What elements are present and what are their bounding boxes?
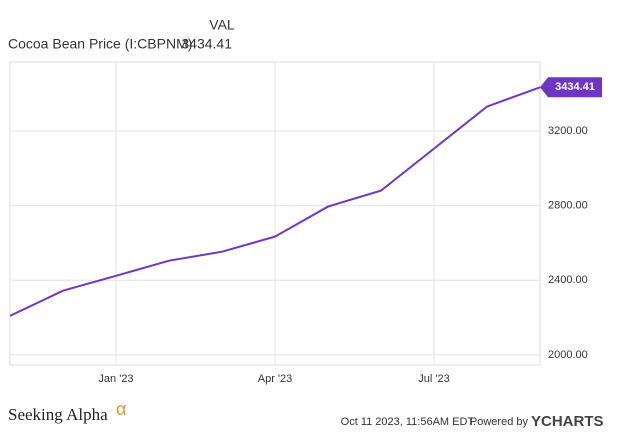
x-tick-label: Jan '23 xyxy=(98,373,133,385)
x-tick-label: Jul '23 xyxy=(418,373,449,385)
timestamp: Oct 11 2023, 11:56AM EDT. xyxy=(341,416,476,428)
series-last-value: 3434.41 xyxy=(181,36,232,52)
series-name: Cocoa Bean Price (I:CBPNM) xyxy=(8,36,192,52)
provider: YCHARTS xyxy=(531,413,604,430)
x-tick-label: Apr '23 xyxy=(258,373,293,385)
line xyxy=(9,86,541,317)
brand: Seeking Alpha xyxy=(8,405,108,424)
y-tick-label: 2400.00 xyxy=(548,274,588,286)
y-tick-label: 2800.00 xyxy=(548,200,588,212)
last-value-label: 3434.41 xyxy=(555,81,595,93)
powered-by: Powered by xyxy=(470,416,529,428)
brand-mark: α xyxy=(116,399,126,419)
value-header: VAL xyxy=(209,17,235,33)
y-tick-label: 3200.00 xyxy=(548,125,588,137)
last-value-flag xyxy=(540,77,602,98)
y-tick-label: 2000.00 xyxy=(548,349,588,361)
